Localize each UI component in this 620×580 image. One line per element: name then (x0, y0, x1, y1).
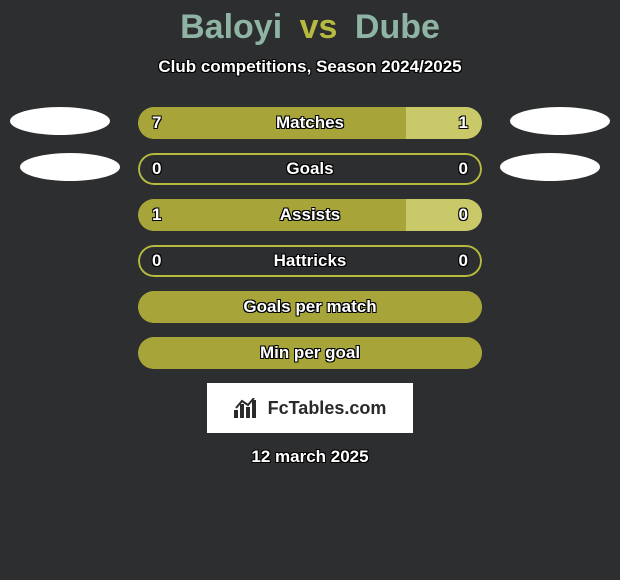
stat-row: 0 0 Hattricks (138, 245, 482, 277)
title-player2: Dube (355, 8, 440, 46)
stat-row-label: Goals per match (243, 297, 376, 317)
subtitle: Club competitions, Season 2024/2025 (0, 57, 620, 77)
brand-chart-icon (234, 398, 260, 418)
title-vs: vs (300, 8, 338, 46)
stat-row-label: Hattricks (274, 251, 347, 271)
stat-row-right-value: 1 (459, 113, 468, 133)
stat-row: Min per goal (138, 337, 482, 369)
date-text: 12 march 2025 (0, 447, 620, 467)
stat-row-left-value: 0 (152, 251, 161, 271)
brand-text: FcTables.com (268, 398, 387, 419)
stat-rows: 7 1 Matches 0 0 Goals 1 0 Assists 0 0 Hattricks Goal… (138, 107, 482, 369)
chart-area: 7 1 Matches 0 0 Goals 1 0 Assists 0 0 Hattricks Goal… (0, 107, 620, 467)
stat-row-right-value: 0 (459, 205, 468, 225)
comparison-infographic: Baloyi vs Dube Club competitions, Season… (0, 0, 620, 580)
stat-row-left-value: 7 (152, 113, 161, 133)
stat-row-seg-right (406, 199, 482, 231)
brand-badge: FcTables.com (207, 383, 413, 433)
stat-row-label: Min per goal (260, 343, 360, 363)
stat-row-left-value: 1 (152, 205, 161, 225)
stat-row: Goals per match (138, 291, 482, 323)
player2-club-placeholder (500, 153, 600, 181)
stat-row-label: Assists (280, 205, 340, 225)
stat-row-seg-right (406, 107, 482, 139)
title: Baloyi vs Dube (0, 0, 620, 47)
player1-portrait-placeholder (10, 107, 110, 135)
stat-row-left-value: 0 (152, 159, 161, 179)
player2-portrait-placeholder (510, 107, 610, 135)
stat-row-label: Goals (286, 159, 333, 179)
stat-row-seg-left (138, 199, 406, 231)
stat-row: 0 0 Goals (138, 153, 482, 185)
stat-row-right-value: 0 (459, 251, 468, 271)
title-player1: Baloyi (180, 8, 282, 46)
stat-row: 7 1 Matches (138, 107, 482, 139)
player1-club-placeholder (20, 153, 120, 181)
stat-row: 1 0 Assists (138, 199, 482, 231)
stat-row-seg-left (138, 107, 406, 139)
stat-row-right-value: 0 (459, 159, 468, 179)
stat-row-label: Matches (276, 113, 344, 133)
